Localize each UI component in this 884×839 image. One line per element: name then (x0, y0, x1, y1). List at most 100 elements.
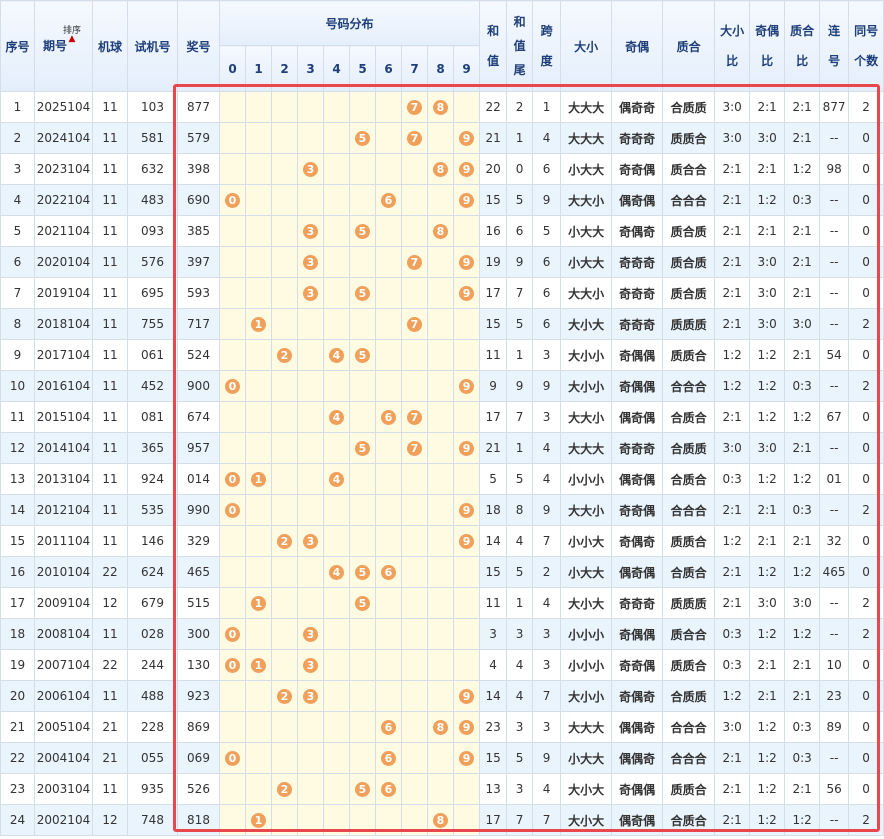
machine-cell: 21 (92, 711, 128, 743)
parity-cell: 奇奇偶 (611, 153, 664, 185)
parity-ratio-cell: 1:2 (749, 184, 786, 216)
parity-ratio-cell: 3:0 (749, 246, 786, 278)
distribution-cell (245, 339, 272, 371)
distribution-cell: 9 (452, 277, 481, 309)
parity-ratio-cell: 1:2 (749, 618, 786, 650)
distribution-cell (245, 494, 272, 526)
trial-cell: 695 (127, 277, 178, 309)
prime-cell: 合合合 (662, 711, 716, 743)
sum-cell: 22 (479, 91, 508, 123)
sum-tail-cell: 7 (506, 277, 534, 309)
distribution-cell (349, 401, 376, 433)
consecutive-cell: -- (819, 246, 850, 278)
digit-ball: 9 (459, 440, 475, 456)
machine-cell: 11 (92, 773, 128, 805)
prize-cell: 465 (177, 556, 220, 588)
digit-ball: 9 (459, 719, 475, 735)
size-ratio-cell: 2:1 (714, 308, 751, 340)
trial-cell: 535 (127, 494, 178, 526)
distribution-cell (452, 215, 481, 247)
parity-ratio-cell: 2:1 (749, 153, 786, 185)
distribution-cell (245, 370, 272, 402)
distribution-cell (401, 494, 428, 526)
trial-cell: 624 (127, 556, 178, 588)
size-cell: 大大大 (560, 122, 613, 154)
distribution-cell (323, 153, 350, 185)
sort-arrow-icon: ▲ (68, 34, 76, 44)
table-row: 2 2024104 11 581 579 5 7 9 21 1 4 大大大 奇奇奇 质质合 3:0 3:0 2:… (0, 122, 884, 154)
sort-button[interactable]: 排序 ▲ (63, 23, 81, 44)
sum-tail-cell: 1 (506, 339, 534, 371)
distribution-cell (401, 277, 428, 309)
same-count-cell: 0 (848, 432, 884, 464)
digit-ball: 5 (355, 781, 370, 797)
distribution-cell (323, 494, 350, 526)
header-period: 期号 排序 ▲ (34, 0, 93, 92)
seq-cell: 17 (0, 587, 35, 619)
distribution-cell (452, 91, 481, 123)
distribution-cell: 9 (452, 742, 481, 774)
digit-ball: 1 (251, 595, 266, 611)
seq-cell: 6 (0, 246, 35, 278)
digit-ball: 0 (225, 192, 240, 208)
trial-cell: 061 (127, 339, 178, 371)
distribution-cell (427, 308, 454, 340)
distribution-cell: 3 (297, 680, 324, 712)
parity-ratio-cell: 2:1 (749, 680, 786, 712)
prime-cell: 合质合 (662, 804, 716, 836)
digit-ball: 3 (303, 688, 318, 704)
digit-ball: 7 (407, 440, 422, 456)
seq-cell: 3 (0, 153, 35, 185)
table-row: 19 2007104 22 244 130 0 1 3 4 4 3 小小小 奇奇偶 质质合 0:3 2:1 2:… (0, 649, 884, 681)
distribution-cell (245, 184, 272, 216)
sum-cell: 17 (479, 277, 508, 309)
size-cell: 大大小 (560, 401, 613, 433)
distribution-cell (349, 711, 376, 743)
prize-cell: 579 (177, 122, 220, 154)
sum-tail-cell: 5 (506, 308, 534, 340)
distribution-cell: 2 (271, 339, 298, 371)
distribution-cell (427, 432, 454, 464)
distribution-cell: 6 (375, 184, 402, 216)
distribution-cell (245, 91, 272, 123)
seq-cell: 22 (0, 742, 35, 774)
table-row: 3 2023104 11 632 398 3 8 9 20 0 6 小大大 奇奇偶 质合合 2:1 2:1 1:… (0, 153, 884, 185)
distribution-cell (401, 773, 428, 805)
distribution-cell: 8 (427, 711, 454, 743)
distribution-cell: 3 (297, 215, 324, 247)
header-sum-tail: 和值尾 (506, 0, 534, 92)
sum-cell: 15 (479, 742, 508, 774)
distribution-cell (271, 556, 298, 588)
sum-tail-cell: 0 (506, 153, 534, 185)
parity-cell: 偶偶奇 (611, 742, 664, 774)
distribution-cell: 8 (427, 153, 454, 185)
sum-cell: 11 (479, 339, 508, 371)
span-cell: 7 (532, 804, 562, 836)
header-parity-ratio: 奇偶比 (749, 0, 786, 92)
prize-cell: 385 (177, 215, 220, 247)
distribution-cell (427, 556, 454, 588)
distribution-cell (375, 494, 402, 526)
sum-tail-cell: 3 (506, 773, 534, 805)
sum-cell: 9 (479, 370, 508, 402)
digit-ball: 2 (277, 347, 292, 363)
header-span: 跨度 (532, 0, 562, 92)
digit-ball: 7 (407, 254, 422, 270)
machine-cell: 22 (92, 556, 128, 588)
consecutive-cell: -- (819, 742, 850, 774)
distribution-cell: 4 (323, 401, 350, 433)
period-cell: 2013104 (34, 463, 93, 495)
distribution-cell (271, 277, 298, 309)
table-row: 15 2011104 11 146 329 2 3 9 14 4 7 小小大 奇偶奇 质质合 1:2 2:1 2… (0, 525, 884, 557)
distribution-cell (271, 122, 298, 154)
prize-cell: 300 (177, 618, 220, 650)
distribution-cell (271, 246, 298, 278)
prime-cell: 质质质 (662, 308, 716, 340)
period-cell: 2012104 (34, 494, 93, 526)
digit-ball: 0 (225, 378, 240, 394)
prime-ratio-cell: 2:1 (784, 649, 821, 681)
distribution-cell: 9 (452, 494, 481, 526)
distribution-cell (271, 463, 298, 495)
digit-ball: 5 (355, 347, 370, 363)
digit-ball: 1 (251, 316, 266, 332)
